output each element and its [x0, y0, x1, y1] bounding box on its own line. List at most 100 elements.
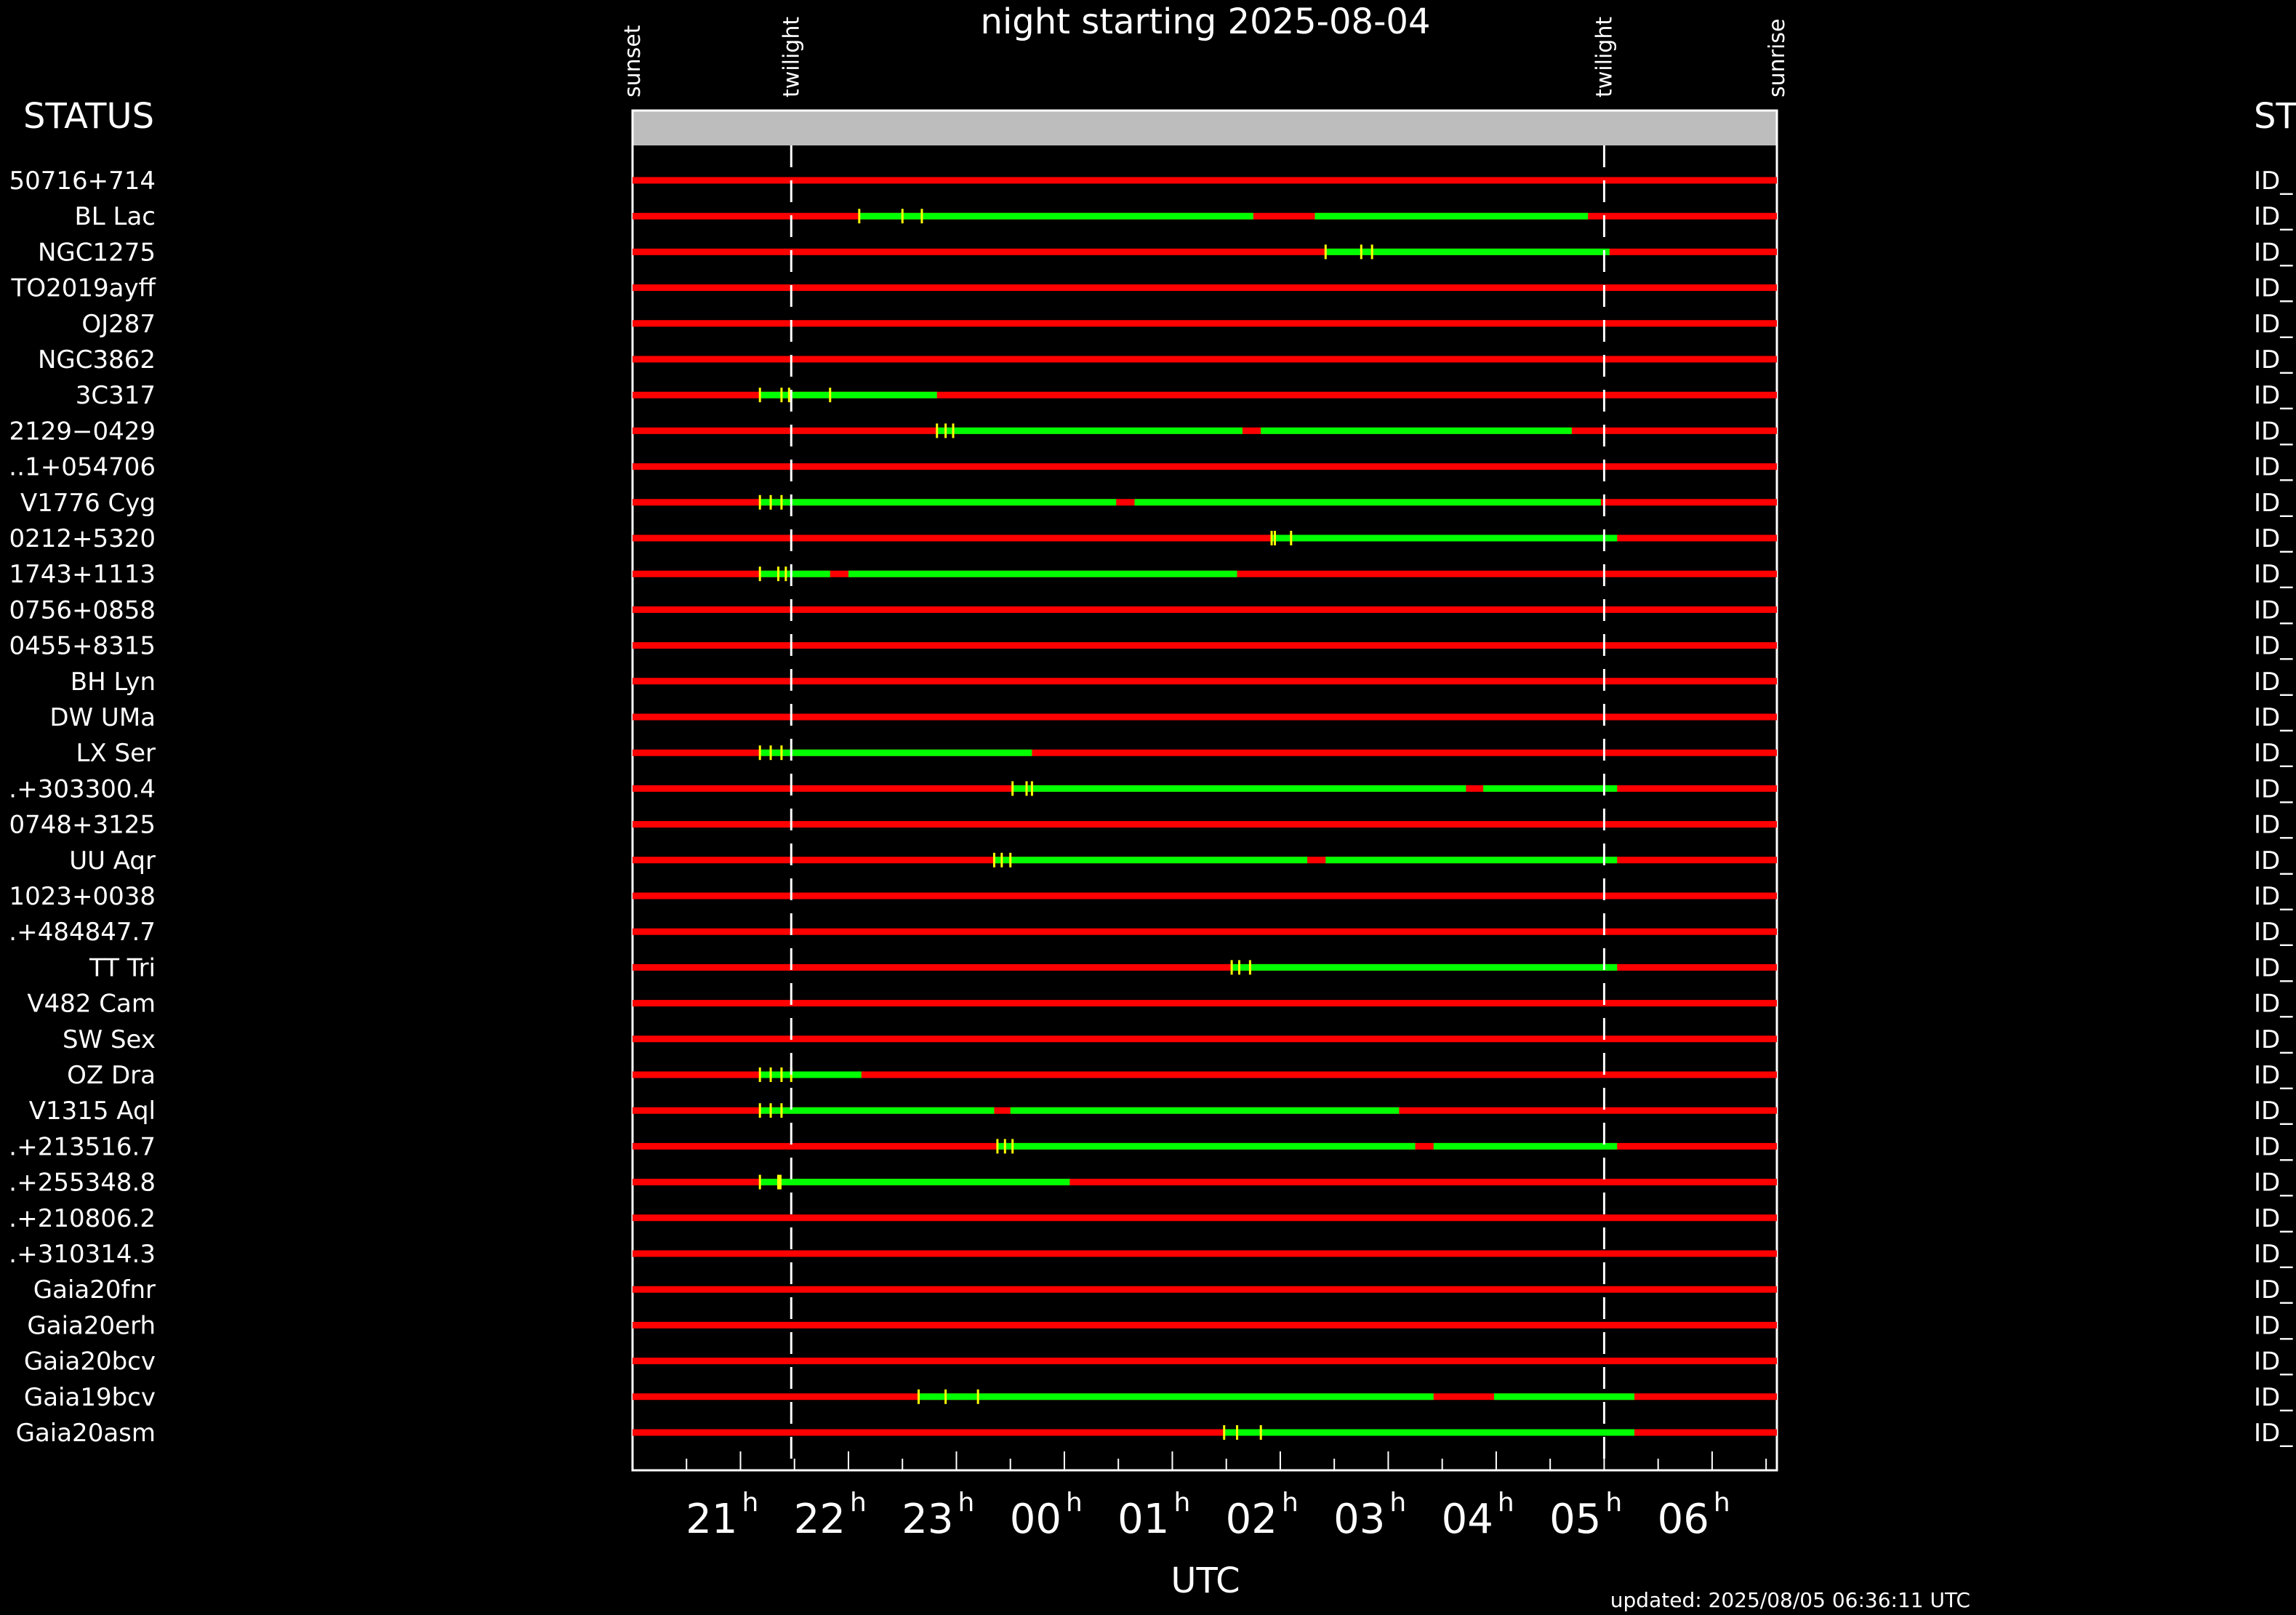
- schedule-row: NGC1275 ID_: [38, 238, 2293, 267]
- x-tick-superscript: h: [1282, 1488, 1298, 1518]
- schedule-row: Gaia20fnr ID_: [33, 1275, 2293, 1305]
- target-status: ID_: [2254, 310, 2293, 339]
- schedule-row: NGC3862 ID_: [38, 345, 2293, 374]
- target-status: ID_: [2254, 417, 2293, 446]
- x-tick-superscript: h: [1173, 1488, 1190, 1518]
- target-status: ID_: [2254, 381, 2293, 410]
- target-name: 2129−0429: [9, 417, 156, 446]
- target-name: SW Sex: [63, 1025, 156, 1054]
- target-name: 1023+0038: [9, 882, 156, 911]
- schedule-row: 0212+5320 ID_: [9, 524, 2293, 553]
- x-tick-superscript: h: [850, 1488, 867, 1518]
- x-tick-superscript: h: [1066, 1488, 1083, 1518]
- schedule-row: 0748+3125 ID_: [9, 811, 2293, 840]
- target-name: Gaia19bcv: [24, 1383, 156, 1412]
- event-label: sunset: [620, 25, 646, 97]
- x-tick-superscript: h: [1498, 1488, 1514, 1518]
- schedule-row: 3C317 ID_: [76, 381, 2293, 410]
- target-name: V1776 Cyg: [20, 489, 156, 518]
- schedule-row: OJ287 ID_: [81, 310, 2293, 339]
- target-status: ID_: [2254, 596, 2293, 625]
- target-name: NGC1275: [38, 238, 156, 267]
- target-name: DW UMa: [49, 703, 156, 732]
- x-tick-label: 21: [686, 1496, 737, 1543]
- target-name: 3C317: [76, 381, 156, 410]
- target-status: ID_: [2254, 1061, 2293, 1090]
- target-name: 0455+8315: [9, 632, 156, 661]
- target-status: ID_: [2254, 1025, 2293, 1054]
- target-status: ID_: [2254, 1132, 2293, 1161]
- schedule-row: 2129−0429 ID_: [9, 417, 2293, 446]
- status-header-right: ST: [2254, 96, 2296, 137]
- schedule-row: 0455+8315 ID_: [9, 632, 2293, 661]
- schedule-row: V1315 Aql ID_: [29, 1097, 2294, 1126]
- target-status: ID_: [2254, 1275, 2293, 1305]
- target-name: ․.1+054706: [9, 453, 156, 482]
- x-tick-label: 00: [1010, 1496, 1061, 1543]
- x-tick-label: 02: [1226, 1496, 1277, 1543]
- x-tick-superscript: h: [1714, 1488, 1730, 1518]
- target-status: ID_: [2254, 846, 2293, 875]
- plot-area: 50716+714 ID_BL Lac ID_NGC1275 ID_TO2019ayf…: [9, 17, 2293, 1543]
- x-axis-label: UTC: [1171, 1560, 1240, 1601]
- schedule-row: ․.1+054706 ID_: [9, 453, 2293, 482]
- target-status: ID_: [2254, 1419, 2293, 1448]
- schedule-row: TT Tri ID_: [89, 953, 2293, 982]
- target-name: 0748+3125: [9, 811, 156, 840]
- target-name: 1743+1113: [9, 560, 156, 589]
- schedule-row: V482 Cam ID_: [27, 990, 2293, 1019]
- event-label: twilight: [1591, 17, 1617, 97]
- target-status: ID_: [2254, 811, 2293, 840]
- status-header-left: STATUS: [23, 96, 154, 137]
- target-status: ID_: [2254, 274, 2293, 303]
- target-status: ID_: [2254, 668, 2293, 697]
- schedule-row: V1776 Cyg ID_: [20, 489, 2293, 518]
- updated-timestamp: updated: 2025/08/05 06:36:11 UTC: [1610, 1588, 1970, 1612]
- target-status: ID_: [2254, 1204, 2293, 1233]
- target-name: V1315 Aql: [29, 1097, 156, 1126]
- schedule-row: UU Aqr ID_: [69, 846, 2293, 875]
- x-tick-superscript: h: [1605, 1488, 1622, 1518]
- target-status: ID_: [2254, 882, 2293, 911]
- target-status: ID_: [2254, 202, 2293, 231]
- target-name: BH Lyn: [71, 668, 156, 697]
- target-name: TT Tri: [89, 953, 156, 982]
- target-name: Gaia20asm: [16, 1419, 156, 1448]
- x-tick-superscript: h: [958, 1488, 974, 1518]
- schedule-row: OZ Dra ID_: [67, 1061, 2293, 1090]
- schedule-row: ․+255348.8 ID_: [9, 1169, 2293, 1198]
- target-status: ID_: [2254, 1347, 2293, 1376]
- target-status: ID_: [2254, 167, 2293, 196]
- target-name: Gaia20erh: [27, 1311, 156, 1340]
- target-status: ID_: [2254, 1240, 2293, 1269]
- schedule-row: 0756+0858 ID_: [9, 596, 2293, 625]
- schedule-row: SW Sex ID_: [63, 1025, 2293, 1054]
- schedule-row: BH Lyn ID_: [71, 668, 2293, 697]
- target-name: OJ287: [81, 310, 156, 339]
- target-status: ID_: [2254, 560, 2293, 589]
- x-tick-label: 03: [1333, 1496, 1385, 1543]
- x-tick-superscript: h: [1389, 1488, 1406, 1518]
- target-name: ․+484847.7: [9, 918, 156, 947]
- target-status: ID_: [2254, 489, 2293, 518]
- target-name: ․+310314.3: [9, 1240, 156, 1269]
- target-name: 0756+0858: [9, 596, 156, 625]
- target-name: TO2019ayff: [11, 274, 157, 303]
- target-status: ID_: [2254, 774, 2293, 804]
- target-status: ID_: [2254, 238, 2293, 267]
- event-label: twilight: [779, 17, 804, 97]
- target-name: ․+210806.2: [9, 1204, 156, 1233]
- schedule-row: LX Ser ID_: [76, 739, 2293, 768]
- target-status: ID_: [2254, 345, 2293, 374]
- target-name: NGC3862: [38, 345, 156, 374]
- schedule-row: 50716+714 ID_: [9, 167, 2293, 196]
- target-status: ID_: [2254, 1383, 2293, 1412]
- chart-title: night starting 2025-08-04: [981, 1, 1431, 42]
- target-name: V482 Cam: [27, 990, 156, 1019]
- schedule-row: Gaia20erh ID_: [27, 1311, 2293, 1340]
- x-tick-label: 01: [1117, 1496, 1169, 1543]
- target-name: LX Ser: [76, 739, 156, 768]
- schedule-row: 1023+0038 ID_: [9, 882, 2293, 911]
